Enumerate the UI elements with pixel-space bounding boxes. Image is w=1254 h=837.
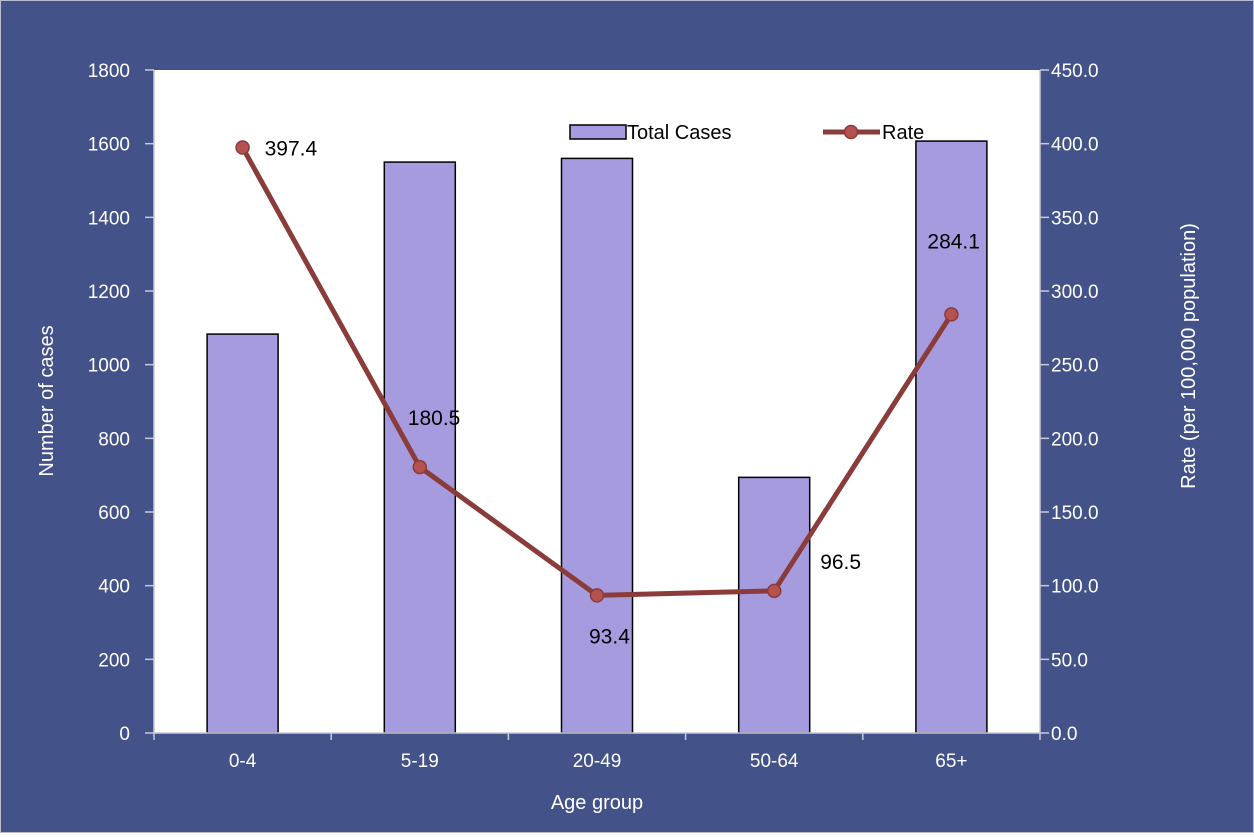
y-tick-label: 400 xyxy=(98,577,130,598)
y2-tick-label: 450.0 xyxy=(1051,61,1099,82)
y2-tick-label: 400.0 xyxy=(1051,135,1099,156)
rate-marker-5-19 xyxy=(412,459,428,475)
bar-50-64 xyxy=(737,476,811,734)
line-series xyxy=(235,140,959,603)
legend-swatch-total-cases xyxy=(569,124,627,140)
y2-tick-label: 200.0 xyxy=(1051,429,1099,450)
data-labels: 397.4 180.5 93.4 96.5 284.1 xyxy=(265,137,980,648)
rate-data-label: 93.4 xyxy=(589,625,630,648)
rate-marker-0-4 xyxy=(235,140,250,155)
rate-marker-65+ xyxy=(944,307,959,322)
x-axis-title: Age group xyxy=(551,792,643,814)
rate-marker-50-64 xyxy=(766,583,782,599)
y2-tick-label: 150.0 xyxy=(1051,503,1099,524)
y-axis-title: Number of cases xyxy=(36,325,58,476)
y-tick-label: 0 xyxy=(119,724,130,745)
x-tick-label: 65+ xyxy=(935,751,967,772)
x-tick-label: 0-4 xyxy=(229,751,257,772)
legend-label-total-cases: Total Cases xyxy=(627,122,732,144)
bar-20-49 xyxy=(560,157,634,734)
y-tick-label: 1600 xyxy=(88,135,130,156)
y-tick-label: 200 xyxy=(98,650,130,671)
y2-tick-label: 350.0 xyxy=(1051,208,1099,229)
y2-tick-label: 50.0 xyxy=(1051,650,1088,671)
x-tick-label: 20-49 xyxy=(573,751,622,772)
x-tick-label: 5-19 xyxy=(401,751,439,772)
y-tick-label: 600 xyxy=(98,503,130,524)
legend: Total Cases Rate xyxy=(569,122,924,144)
y-tick-label: 1400 xyxy=(88,208,130,229)
y2-tick-label: 0.0 xyxy=(1051,724,1077,745)
legend-label-rate: Rate xyxy=(882,122,924,144)
y2-tick-label: 250.0 xyxy=(1051,356,1099,377)
y-tick-label: 1200 xyxy=(88,282,130,303)
rate-marker-20-49 xyxy=(589,588,605,603)
rate-data-label: 284.1 xyxy=(927,230,980,253)
legend-marker-rate xyxy=(843,124,859,140)
rate-data-label: 180.5 xyxy=(408,407,461,430)
bar-series xyxy=(206,140,988,734)
rate-data-label: 397.4 xyxy=(265,137,318,160)
y-tick-label: 1800 xyxy=(88,61,130,82)
y-tick-label: 800 xyxy=(98,429,130,450)
y2-axis-title: Rate (per 100,000 population) xyxy=(1178,223,1200,489)
y2-tick-label: 300.0 xyxy=(1051,282,1099,303)
rate-data-label: 96.5 xyxy=(820,551,861,574)
bar-0-4 xyxy=(206,333,279,734)
y-tick-label: 1000 xyxy=(88,356,130,377)
x-tick-label: 50-64 xyxy=(750,751,799,772)
bar-5-19 xyxy=(383,161,457,734)
y2-tick-label: 100.0 xyxy=(1051,577,1099,598)
axes: 0 200 400 600 800 1000 1200 1400 1600 1800 0.0 50.0… xyxy=(88,61,1099,772)
